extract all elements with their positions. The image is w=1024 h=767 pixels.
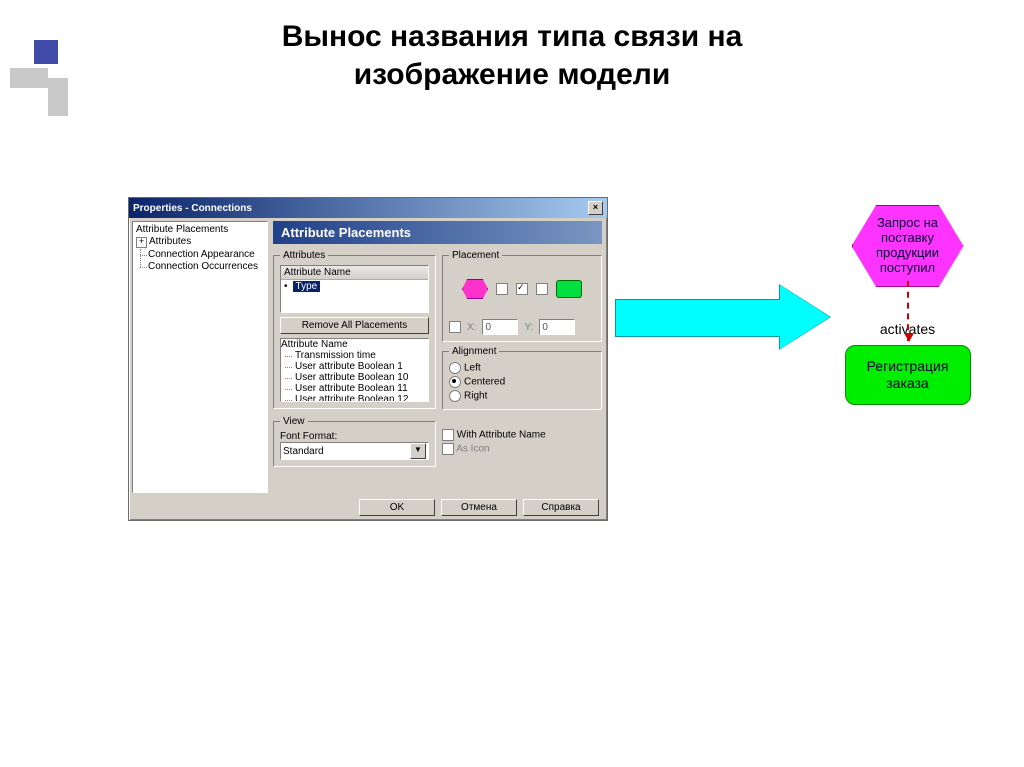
- help-button[interactable]: Справка: [523, 499, 599, 516]
- dialog-titlebar[interactable]: Properties - Connections ×: [129, 198, 607, 218]
- font-format-combo[interactable]: Standard ▼: [280, 442, 429, 460]
- xy-inputs: X: Y:: [449, 319, 595, 335]
- placement-checkbox[interactable]: [516, 283, 528, 295]
- as-icon-option: As Icon: [442, 442, 602, 456]
- align-centered-option[interactable]: Centered: [449, 375, 595, 389]
- tree-item-attribute-placements[interactable]: Attribute Placements: [136, 224, 264, 236]
- alignment-legend: Alignment: [449, 346, 499, 357]
- placement-preview[interactable]: [449, 265, 595, 313]
- placement-legend: Placement: [449, 250, 502, 261]
- rect-shape-icon: [556, 280, 582, 298]
- x-input[interactable]: [482, 319, 518, 335]
- properties-dialog: Properties - Connections × Attribute Pla…: [128, 197, 608, 521]
- view-legend: View: [280, 416, 308, 427]
- hex-shape-icon: [462, 279, 488, 299]
- cancel-button[interactable]: Отмена: [441, 499, 517, 516]
- ok-button[interactable]: OK: [359, 499, 435, 516]
- list-item[interactable]: Transmission time: [281, 350, 428, 361]
- title-line2: изображение модели: [354, 58, 671, 91]
- available-attributes-list[interactable]: Attribute Name Transmission time User at…: [280, 338, 429, 402]
- chevron-down-icon[interactable]: ▼: [410, 443, 426, 459]
- title-line1: Вынос названия типа связи на: [282, 20, 743, 53]
- placement-checkbox[interactable]: [496, 283, 508, 295]
- alignment-group: Alignment Left Centered Right: [442, 346, 602, 410]
- nav-tree[interactable]: Attribute Placements +Attributes Connect…: [132, 221, 268, 493]
- remove-all-button[interactable]: Remove All Placements: [280, 317, 429, 334]
- placed-attributes-list[interactable]: Attribute Name •Type: [280, 265, 429, 313]
- align-left-option[interactable]: Left: [449, 361, 595, 375]
- model-diagram: Запрос на поставку продукции поступил ac…: [810, 205, 1005, 405]
- view-group: View Font Format: Standard ▼: [273, 416, 436, 467]
- list-item[interactable]: User attribute Boolean 12: [281, 394, 428, 402]
- list-item[interactable]: User attribute Boolean 10: [281, 372, 428, 383]
- slide-title: Вынос названия типа связи на изображение…: [0, 18, 1024, 93]
- dialog-title: Properties - Connections: [133, 203, 252, 214]
- event-text: Запрос на поставку продукции поступил: [853, 216, 963, 276]
- expander-icon[interactable]: +: [136, 237, 147, 248]
- combo-value: Standard: [283, 446, 324, 457]
- list-item[interactable]: User attribute Boolean 11: [281, 383, 428, 394]
- attributes-group: Attributes Attribute Name •Type Remove A…: [273, 250, 436, 409]
- selected-attribute[interactable]: Type: [293, 281, 321, 292]
- list-header: Attribute Name: [281, 266, 428, 280]
- attributes-legend: Attributes: [280, 250, 328, 261]
- function-text: Регистрация заказа: [867, 358, 949, 391]
- placement-checkbox[interactable]: [536, 283, 548, 295]
- tree-item-connection-occurrences[interactable]: Connection Occurrences: [148, 261, 264, 273]
- align-right-option[interactable]: Right: [449, 389, 595, 403]
- tree-item-attributes[interactable]: +Attributes: [136, 236, 264, 249]
- event-hexagon: Запрос на поставку продукции поступил: [852, 205, 964, 287]
- x-label: X:: [467, 322, 476, 333]
- connector-arrow-icon: [907, 281, 909, 341]
- close-icon[interactable]: ×: [588, 201, 603, 215]
- attr-list-header: Attribute Name: [281, 339, 428, 350]
- dialog-button-row: OK Отмена Справка: [359, 499, 599, 516]
- xy-enable-checkbox[interactable]: [449, 321, 461, 333]
- placement-group: Placement X: Y:: [442, 250, 602, 342]
- list-item[interactable]: User attribute Boolean 1: [281, 361, 428, 372]
- tree-item-connection-appearance[interactable]: Connection Appearance: [148, 249, 264, 261]
- callout-arrow: [615, 285, 830, 349]
- dialog-content: Attribute Placements Attributes Attribut…: [271, 218, 607, 496]
- section-banner: Attribute Placements: [273, 221, 602, 244]
- function-box: Регистрация заказа: [845, 345, 971, 405]
- y-label: Y:: [524, 322, 533, 333]
- y-input[interactable]: [539, 319, 575, 335]
- with-attr-name-option[interactable]: With Attribute Name: [442, 428, 602, 442]
- font-format-label: Font Format:: [280, 431, 429, 442]
